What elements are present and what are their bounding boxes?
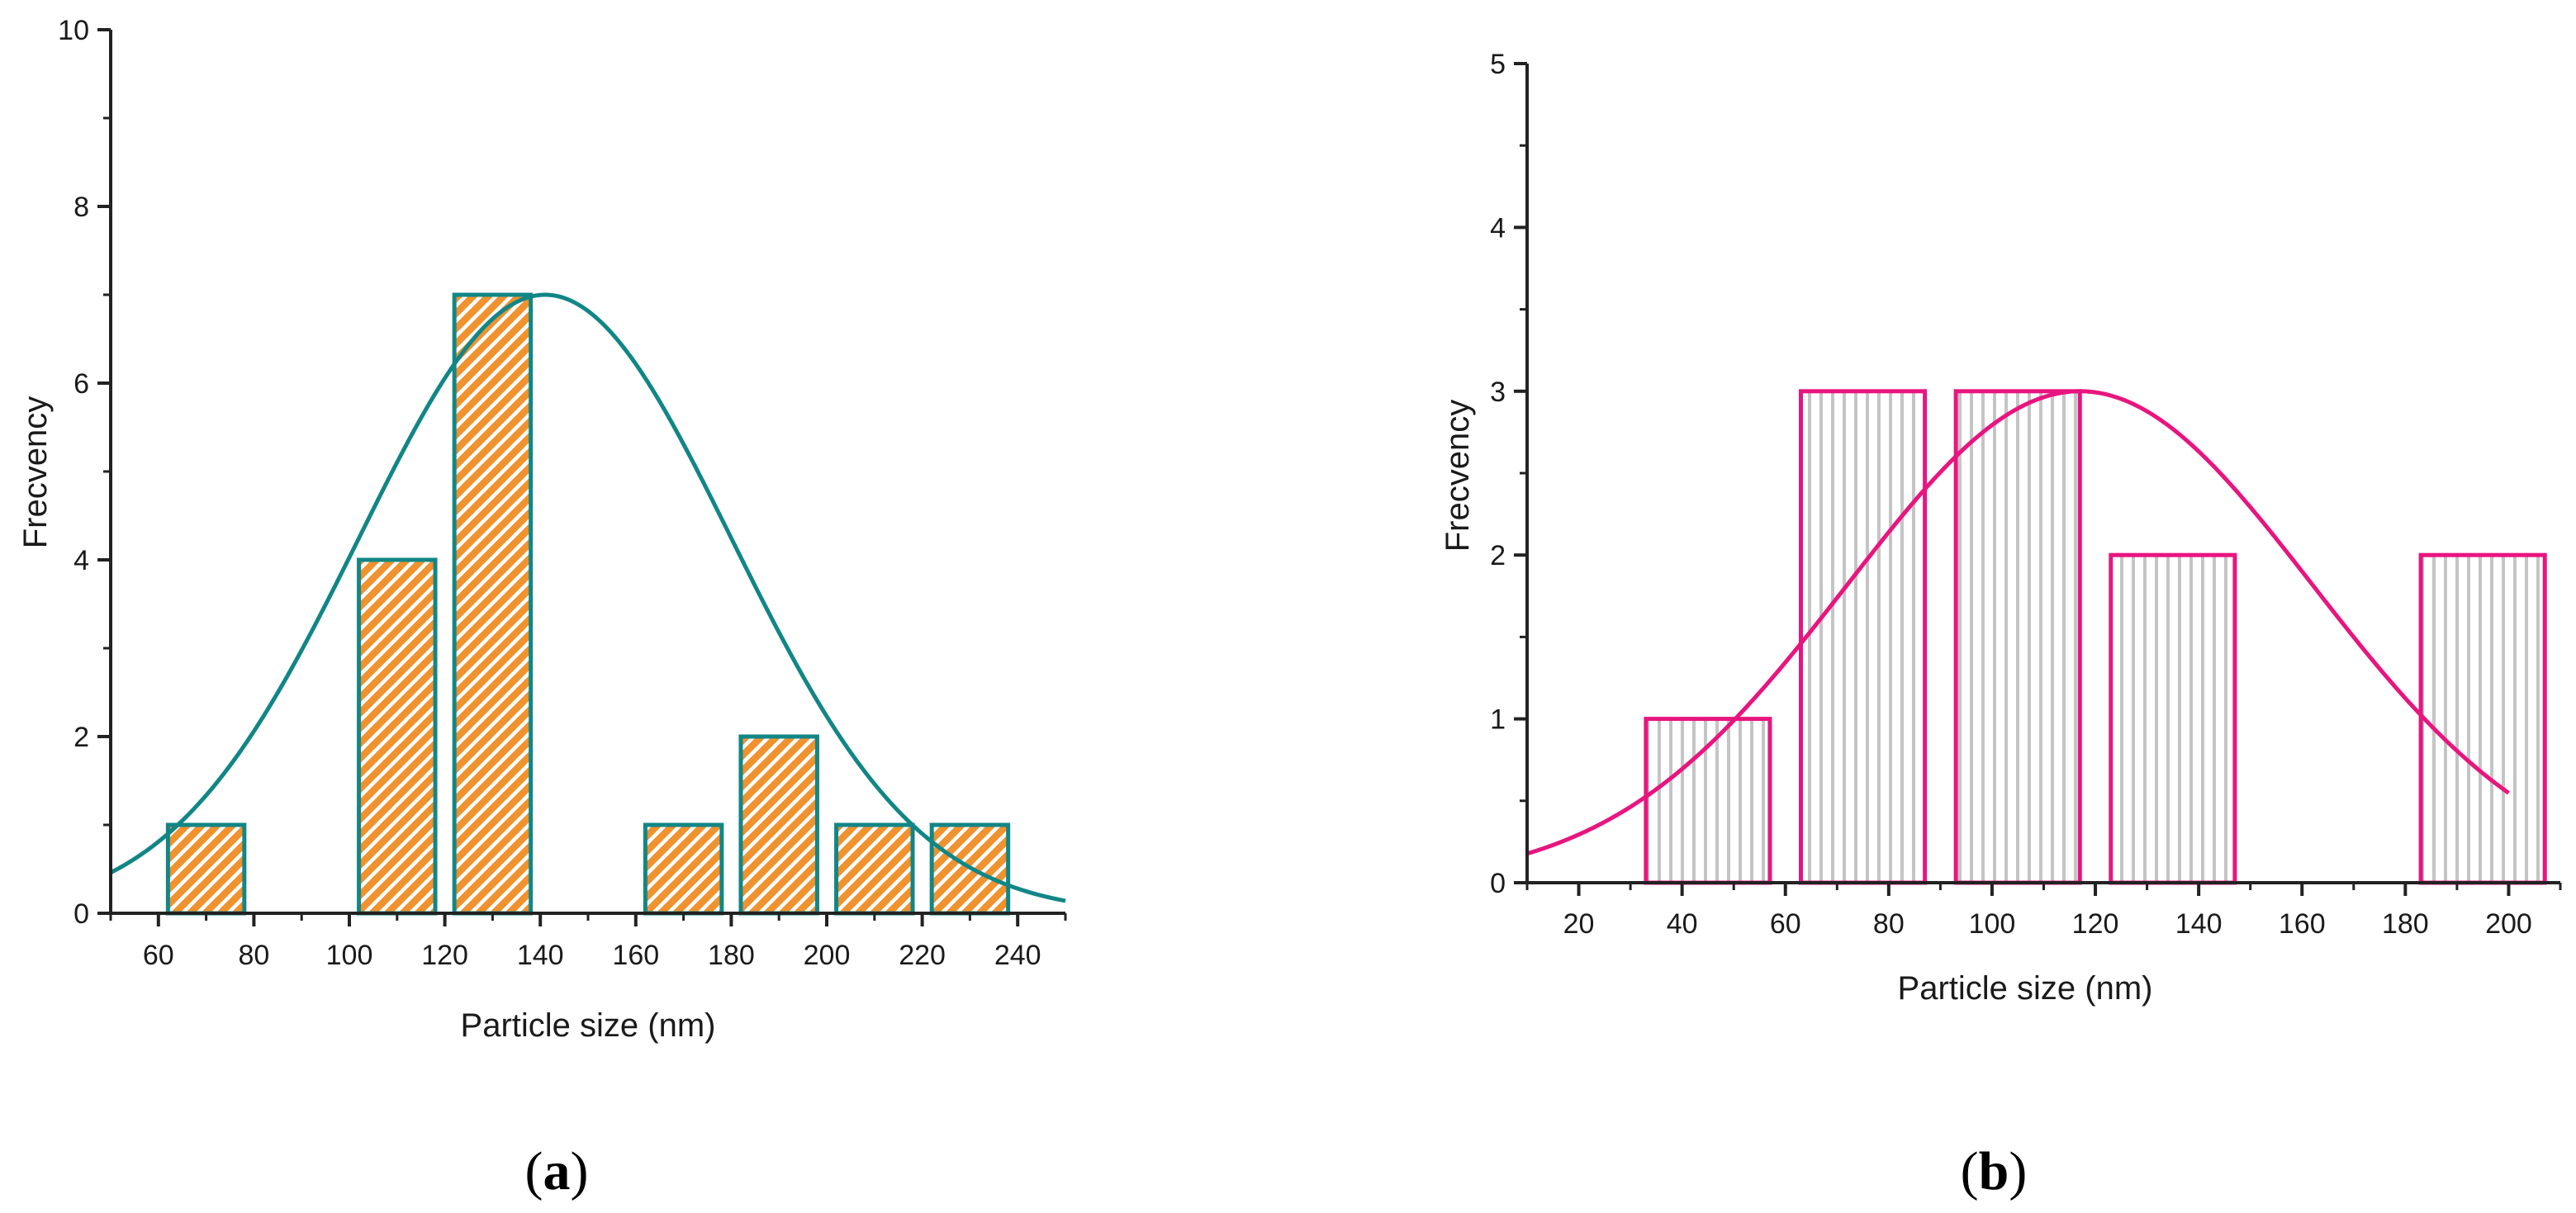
- chart-a-x-tick-labels: 60 80 100 120 140 160 180 200 220 240: [143, 940, 1041, 971]
- chart-a-bar-1: [165, 822, 247, 916]
- chart-a-x-axis-label: Particle size (nm): [461, 1007, 716, 1044]
- chart-b-fit-curve: [1526, 389, 2510, 856]
- chart-b-x-tick-label: 20: [1563, 908, 1595, 940]
- chart-b-bar-2: [1799, 389, 1928, 885]
- chart-a-bar-6: [834, 822, 915, 916]
- chart-a-y-tick-label: 4: [74, 545, 89, 576]
- chart-b-x-tick-label: 160: [2279, 908, 2326, 940]
- chart-a-panel-label: (a): [525, 1141, 589, 1201]
- chart-a-bars: [165, 292, 1011, 916]
- chart-a: 60 80 100 120 140 160 180 200 220 240 0 2 4 6 8 10 Par…: [17, 15, 1067, 1201]
- chart-b-x-tick-labels: 20 40 60 80 100 120 140 160 180 200: [1563, 908, 2532, 940]
- chart-a-x-tick-label: 200: [804, 940, 851, 971]
- chart-a-fit-curve: [109, 292, 1066, 903]
- chart-a-x-tick-label: 60: [143, 940, 174, 971]
- chart-b-x-tick-label: 120: [2072, 908, 2119, 940]
- chart-a-x-tick-label: 100: [326, 940, 373, 971]
- chart-b-x-tick-label: 40: [1667, 908, 1698, 940]
- chart-a-bar-2: [357, 557, 438, 916]
- chart-b-y-tick-label: 3: [1490, 377, 1506, 408]
- chart-a-bar-3: [452, 292, 534, 916]
- chart-b-x-tick-label: 60: [1770, 908, 1801, 940]
- chart-a-bar-4: [643, 822, 724, 916]
- chart-b-y-tick-label: 2: [1490, 540, 1506, 571]
- chart-b-y-tick-label: 1: [1490, 704, 1506, 736]
- chart-b-x-tick-label: 80: [1873, 908, 1905, 940]
- chart-a-y-tick-label: 8: [74, 192, 89, 223]
- chart-b-y-tick-label: 5: [1490, 49, 1506, 80]
- chart-b-x-axis-label: Particle size (nm): [1898, 970, 2153, 1007]
- chart-b-x-tick-label: 100: [1969, 908, 2016, 940]
- chart-b-bars: [1644, 389, 2547, 885]
- chart-a-y-tick-label: 10: [58, 15, 89, 46]
- chart-b-x-tick-label: 200: [2485, 908, 2532, 940]
- chart-b-x-tick-label: 140: [2175, 908, 2223, 940]
- chart-a-axes: [97, 28, 1067, 926]
- chart-b-y-axis-label: Frecvency: [1440, 400, 1476, 552]
- chart-b-panel-label: (b): [1961, 1141, 2028, 1201]
- chart-a-x-tick-label: 220: [899, 940, 946, 971]
- chart-a-y-axis-label: Frecvency: [17, 396, 54, 549]
- chart-b-x-tick-label: 180: [2382, 908, 2429, 940]
- chart-a-x-tick-label: 160: [612, 940, 659, 971]
- chart-a-y-tick-label: 6: [74, 368, 89, 400]
- chart-b-bar-4: [2109, 552, 2237, 885]
- chart-b-bar-5: [2418, 552, 2547, 885]
- chart-a-y-tick-label: 2: [74, 722, 89, 753]
- chart-a-x-tick-label: 80: [238, 940, 269, 971]
- chart-a-bar-5: [738, 734, 819, 916]
- chart-a-x-tick-label: 180: [708, 940, 755, 971]
- chart-b-axes: [1514, 62, 2562, 896]
- chart-b-y-tick-label: 4: [1490, 212, 1506, 244]
- chart-b-y-tick-label: 0: [1490, 868, 1506, 899]
- chart-b-bar-3: [1953, 389, 2082, 885]
- chart-a-x-tick-label: 140: [517, 940, 564, 971]
- chart-a-x-tick-label: 240: [994, 940, 1041, 971]
- chart-b: 20 40 60 80 100 120 140 160 180 200 0 1 2 3 4 5 Partic…: [1440, 49, 2562, 1201]
- chart-b-y-tick-labels: 0 1 2 3 4 5: [1490, 49, 1506, 899]
- chart-a-y-tick-labels: 0 2 4 6 8 10: [58, 15, 89, 930]
- chart-a-x-tick-label: 120: [421, 940, 468, 971]
- chart-a-y-tick-label: 0: [74, 898, 89, 930]
